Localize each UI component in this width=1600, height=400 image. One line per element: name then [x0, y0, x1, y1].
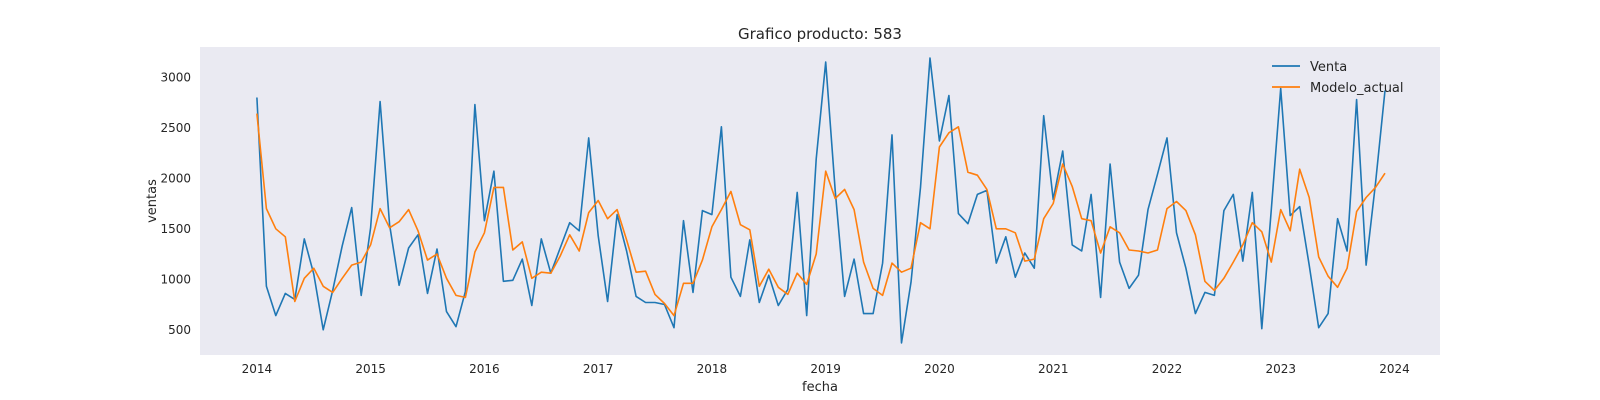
y-tick-label: 3000 [160, 70, 191, 84]
x-tick-label: 2023 [1265, 362, 1296, 376]
x-tick-label: 2022 [1152, 362, 1183, 376]
y-tick-label: 500 [168, 323, 191, 337]
series-line-modelo-actual [256, 113, 1386, 317]
x-tick-label: 2015 [355, 362, 386, 376]
x-tick-label: 2017 [583, 362, 614, 376]
series-line-venta [256, 57, 1386, 344]
y-axis-ticks: 500 1000 1500 2000 2500 3000 [160, 70, 191, 336]
x-tick-label: 2021 [1038, 362, 1069, 376]
y-tick-label: 2000 [160, 171, 191, 185]
x-tick-label: 2024 [1379, 362, 1410, 376]
legend: Venta Modelo_actual [1272, 60, 1404, 96]
legend-label: Modelo_actual [1310, 81, 1404, 96]
x-tick-label: 2020 [924, 362, 955, 376]
y-tick-label: 1000 [160, 272, 191, 286]
x-axis-ticks: 2014 2015 2016 2017 2018 2019 2020 2021 2022 2023… [242, 362, 1410, 376]
chart-title: Grafico producto: 583 [738, 25, 902, 43]
x-tick-label: 2016 [469, 362, 500, 376]
x-tick-label: 2018 [697, 362, 728, 376]
plot-area [200, 47, 1440, 355]
x-tick-label: 2019 [810, 362, 841, 376]
y-tick-label: 2500 [160, 121, 191, 135]
y-tick-label: 1500 [160, 222, 191, 236]
series-lines [256, 57, 1386, 344]
y-axis-label: ventas [145, 179, 160, 223]
x-axis-label: fecha [802, 380, 838, 395]
legend-label: Venta [1310, 60, 1347, 75]
x-tick-label: 2014 [242, 362, 273, 376]
